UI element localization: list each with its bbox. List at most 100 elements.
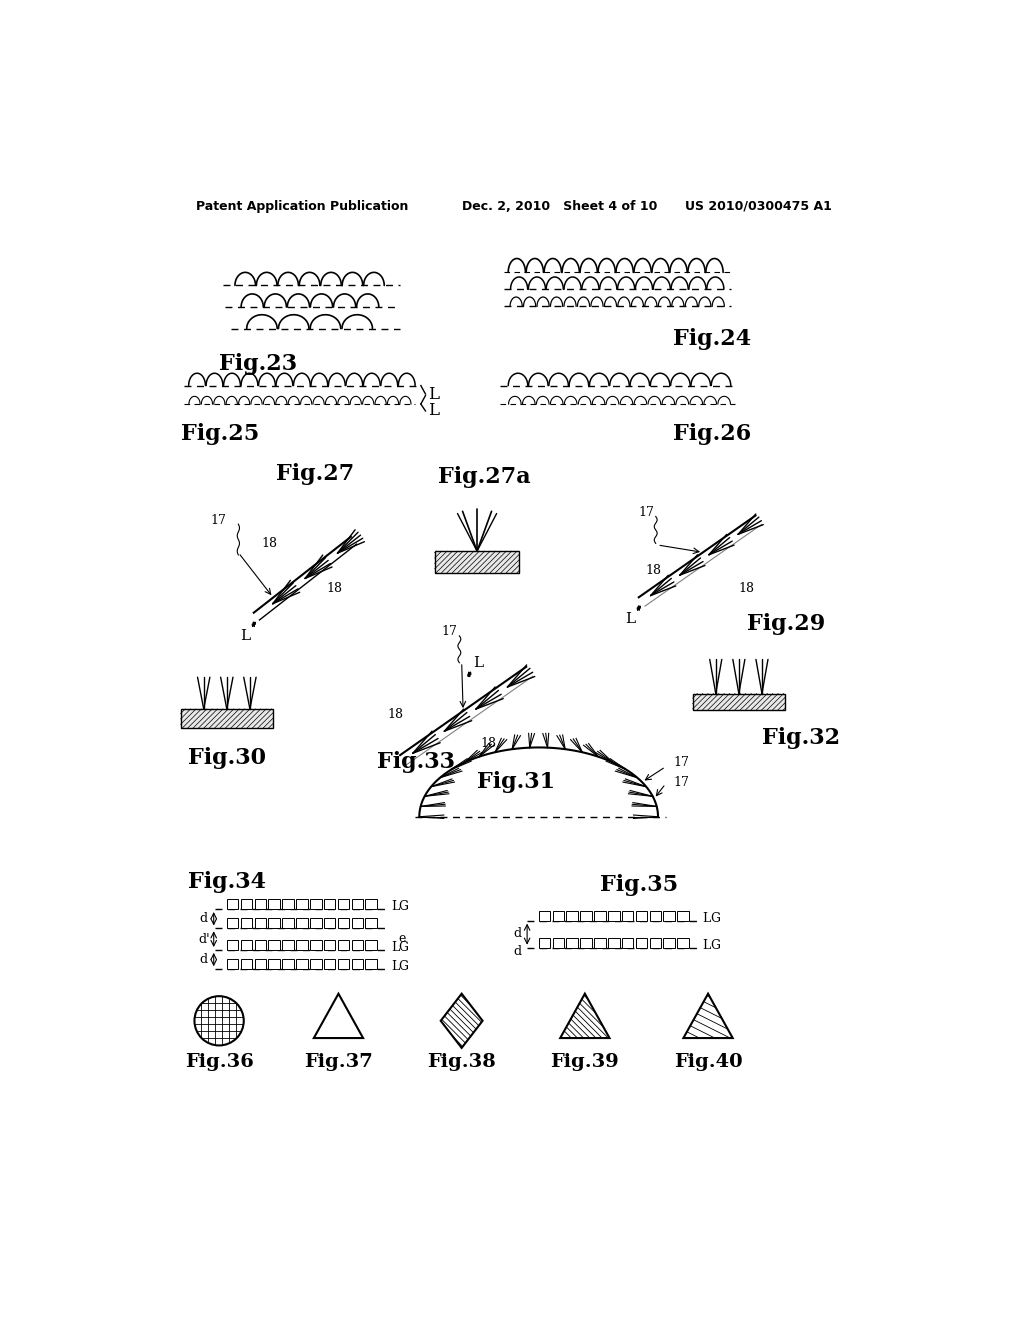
Bar (324, 960, 336, 969)
Text: Fig.30: Fig.30 (188, 747, 266, 770)
Text: d: d (200, 953, 208, 966)
Bar (268, 960, 280, 969)
Bar (649, 937, 662, 948)
Bar (310, 899, 322, 909)
Text: L: L (391, 941, 399, 954)
Bar (677, 937, 689, 948)
Text: 18: 18 (646, 564, 662, 577)
Bar (310, 960, 322, 969)
Bar (594, 911, 605, 921)
Text: Dec. 2, 2010   Sheet 4 of 10: Dec. 2, 2010 Sheet 4 of 10 (462, 199, 657, 213)
Bar (338, 940, 349, 950)
Bar (338, 919, 349, 928)
Text: Fig.40: Fig.40 (674, 1053, 742, 1071)
Text: 17: 17 (442, 626, 458, 639)
Bar (226, 899, 239, 909)
Text: G: G (398, 900, 409, 913)
Text: 17: 17 (638, 506, 654, 519)
Text: 17: 17 (674, 776, 689, 788)
Bar (581, 911, 592, 921)
Text: 18: 18 (261, 537, 278, 550)
Bar (338, 899, 349, 909)
Text: Fig.25: Fig.25 (180, 422, 259, 445)
Bar (622, 911, 634, 921)
Bar (351, 899, 364, 909)
Text: US 2010/0300475 A1: US 2010/0300475 A1 (685, 199, 831, 213)
Bar (268, 899, 280, 909)
Bar (539, 937, 550, 948)
Text: Patent Application Publication: Patent Application Publication (196, 199, 409, 213)
Text: 18: 18 (388, 708, 403, 721)
Bar (255, 940, 266, 950)
Bar (351, 940, 364, 950)
Bar (566, 937, 578, 948)
Text: d: d (513, 945, 521, 958)
Bar (553, 911, 564, 921)
Bar (366, 960, 377, 969)
Bar (351, 919, 364, 928)
Text: d: d (200, 912, 208, 925)
Text: e: e (398, 932, 406, 945)
Text: Fig.38: Fig.38 (427, 1053, 496, 1071)
Bar (255, 899, 266, 909)
Text: 18: 18 (327, 582, 343, 594)
Text: d: d (513, 927, 521, 940)
Bar (324, 899, 336, 909)
Text: Fig.37: Fig.37 (304, 1053, 373, 1071)
Text: Fig.23: Fig.23 (219, 354, 297, 375)
Bar (268, 919, 280, 928)
Bar (296, 919, 307, 928)
Bar (338, 960, 349, 969)
Text: L: L (702, 939, 711, 952)
Bar (180, 709, 273, 729)
Bar (351, 960, 364, 969)
Text: G: G (711, 912, 720, 925)
Bar (283, 960, 294, 969)
Bar (241, 919, 252, 928)
Bar (226, 960, 239, 969)
Text: L: L (473, 656, 483, 669)
Text: Fig.31: Fig.31 (477, 771, 555, 792)
Bar (255, 960, 266, 969)
Text: G: G (398, 941, 409, 954)
Bar (283, 919, 294, 928)
Text: Fig.34: Fig.34 (188, 871, 266, 892)
Bar (283, 940, 294, 950)
Text: Fig.27a: Fig.27a (438, 466, 531, 488)
Bar (310, 940, 322, 950)
Text: Fig.32: Fig.32 (762, 726, 840, 748)
Text: Fig.24: Fig.24 (674, 327, 752, 350)
Bar (283, 899, 294, 909)
Bar (539, 911, 550, 921)
Bar (241, 960, 252, 969)
Text: L: L (428, 387, 438, 404)
Bar (226, 919, 239, 928)
Bar (324, 940, 336, 950)
Text: Fig.39: Fig.39 (551, 1053, 620, 1071)
Text: 17: 17 (674, 756, 689, 770)
Text: L: L (702, 912, 711, 925)
Bar (566, 911, 578, 921)
Bar (435, 552, 519, 573)
Bar (366, 919, 377, 928)
Bar (622, 937, 634, 948)
Text: L: L (625, 612, 635, 626)
Text: Fig.29: Fig.29 (746, 612, 824, 635)
Text: 18: 18 (739, 582, 755, 594)
Bar (324, 919, 336, 928)
Bar (594, 937, 605, 948)
Bar (255, 919, 266, 928)
Text: Fig.27: Fig.27 (276, 462, 354, 484)
Text: L: L (391, 900, 399, 913)
Bar (636, 937, 647, 948)
Bar (366, 899, 377, 909)
Bar (636, 911, 647, 921)
Bar (268, 940, 280, 950)
Text: 17: 17 (211, 513, 226, 527)
Bar (226, 940, 239, 950)
Bar (241, 940, 252, 950)
Text: Fig.35: Fig.35 (600, 874, 678, 896)
Bar (664, 937, 675, 948)
Bar (677, 911, 689, 921)
Text: L: L (240, 628, 250, 643)
